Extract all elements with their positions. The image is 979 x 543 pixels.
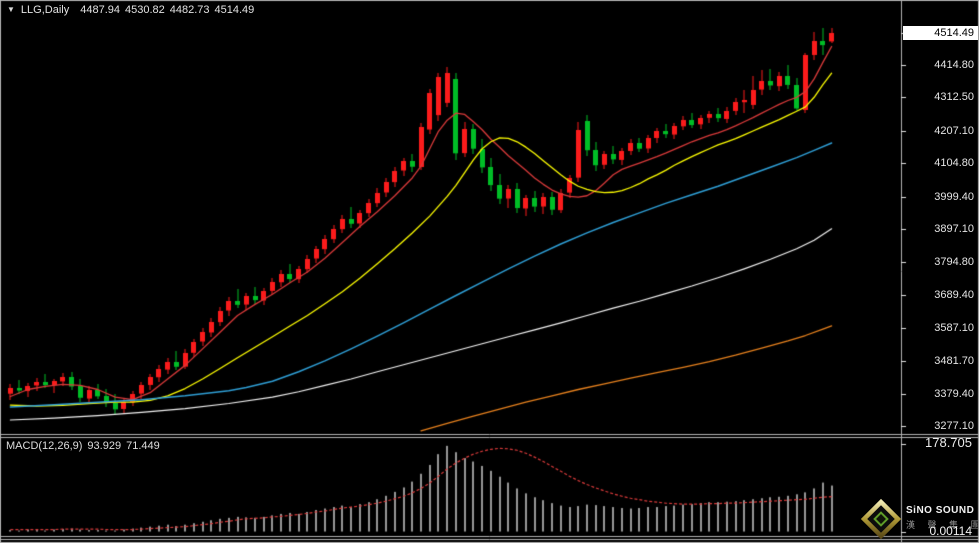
macd-indicator-label: MACD(12,26,9) 93.929 71.449 <box>6 440 165 452</box>
chart-collapse-icon[interactable]: ▼ <box>7 5 15 14</box>
chart-title-bar: ▼ LLG,Daily 4487.94 4530.82 4482.73 4514.49 <box>7 4 259 16</box>
high-value: 4530.82 <box>124 4 165 16</box>
broker-watermark: SiNO SOUND 漢 聲 集 團 <box>860 496 979 540</box>
price-axis-label: 4414.80 <box>934 58 974 71</box>
price-axis-label: 3481.70 <box>934 355 974 368</box>
price-axis-label: 3999.40 <box>934 190 974 203</box>
macd-main-value: 93.929 <box>87 440 122 452</box>
open-value: 4487.94 <box>80 4 120 16</box>
broker-logo-diamond-icon <box>860 498 902 540</box>
low-value: 4482.73 <box>169 4 210 16</box>
price-axis-label: 3689.40 <box>934 289 974 302</box>
broker-name-block: SiNO SOUND 漢 聲 集 團 <box>906 505 979 531</box>
symbol-period-label: LLG,Daily <box>20 4 70 16</box>
price-axis-label: 3897.10 <box>934 223 974 236</box>
macd-axis-min-label: 0.00114 <box>929 523 973 538</box>
broker-brand-name: SiNO SOUND <box>906 505 975 516</box>
price-axis-label: 3794.80 <box>934 255 974 268</box>
macd-name: MACD(12,26,9) <box>6 440 83 452</box>
price-axis-label: 3277.10 <box>934 419 974 432</box>
macd-signal-value: 71.449 <box>126 440 160 452</box>
macd-axis-max-label: 178.705 <box>925 435 972 450</box>
price-axis-label: 4312.50 <box>934 91 974 104</box>
price-axis-label: 3379.40 <box>934 387 974 400</box>
price-axis-label: 4207.10 <box>934 124 974 137</box>
broker-chinese-name: 漢 聲 集 團 <box>906 520 979 530</box>
price-axis-label: 3587.10 <box>934 321 974 334</box>
price-axis-label: 4104.80 <box>934 157 974 170</box>
current-price-tag: 4514.49 <box>903 25 978 40</box>
close-value: 4514.49 <box>214 4 255 16</box>
